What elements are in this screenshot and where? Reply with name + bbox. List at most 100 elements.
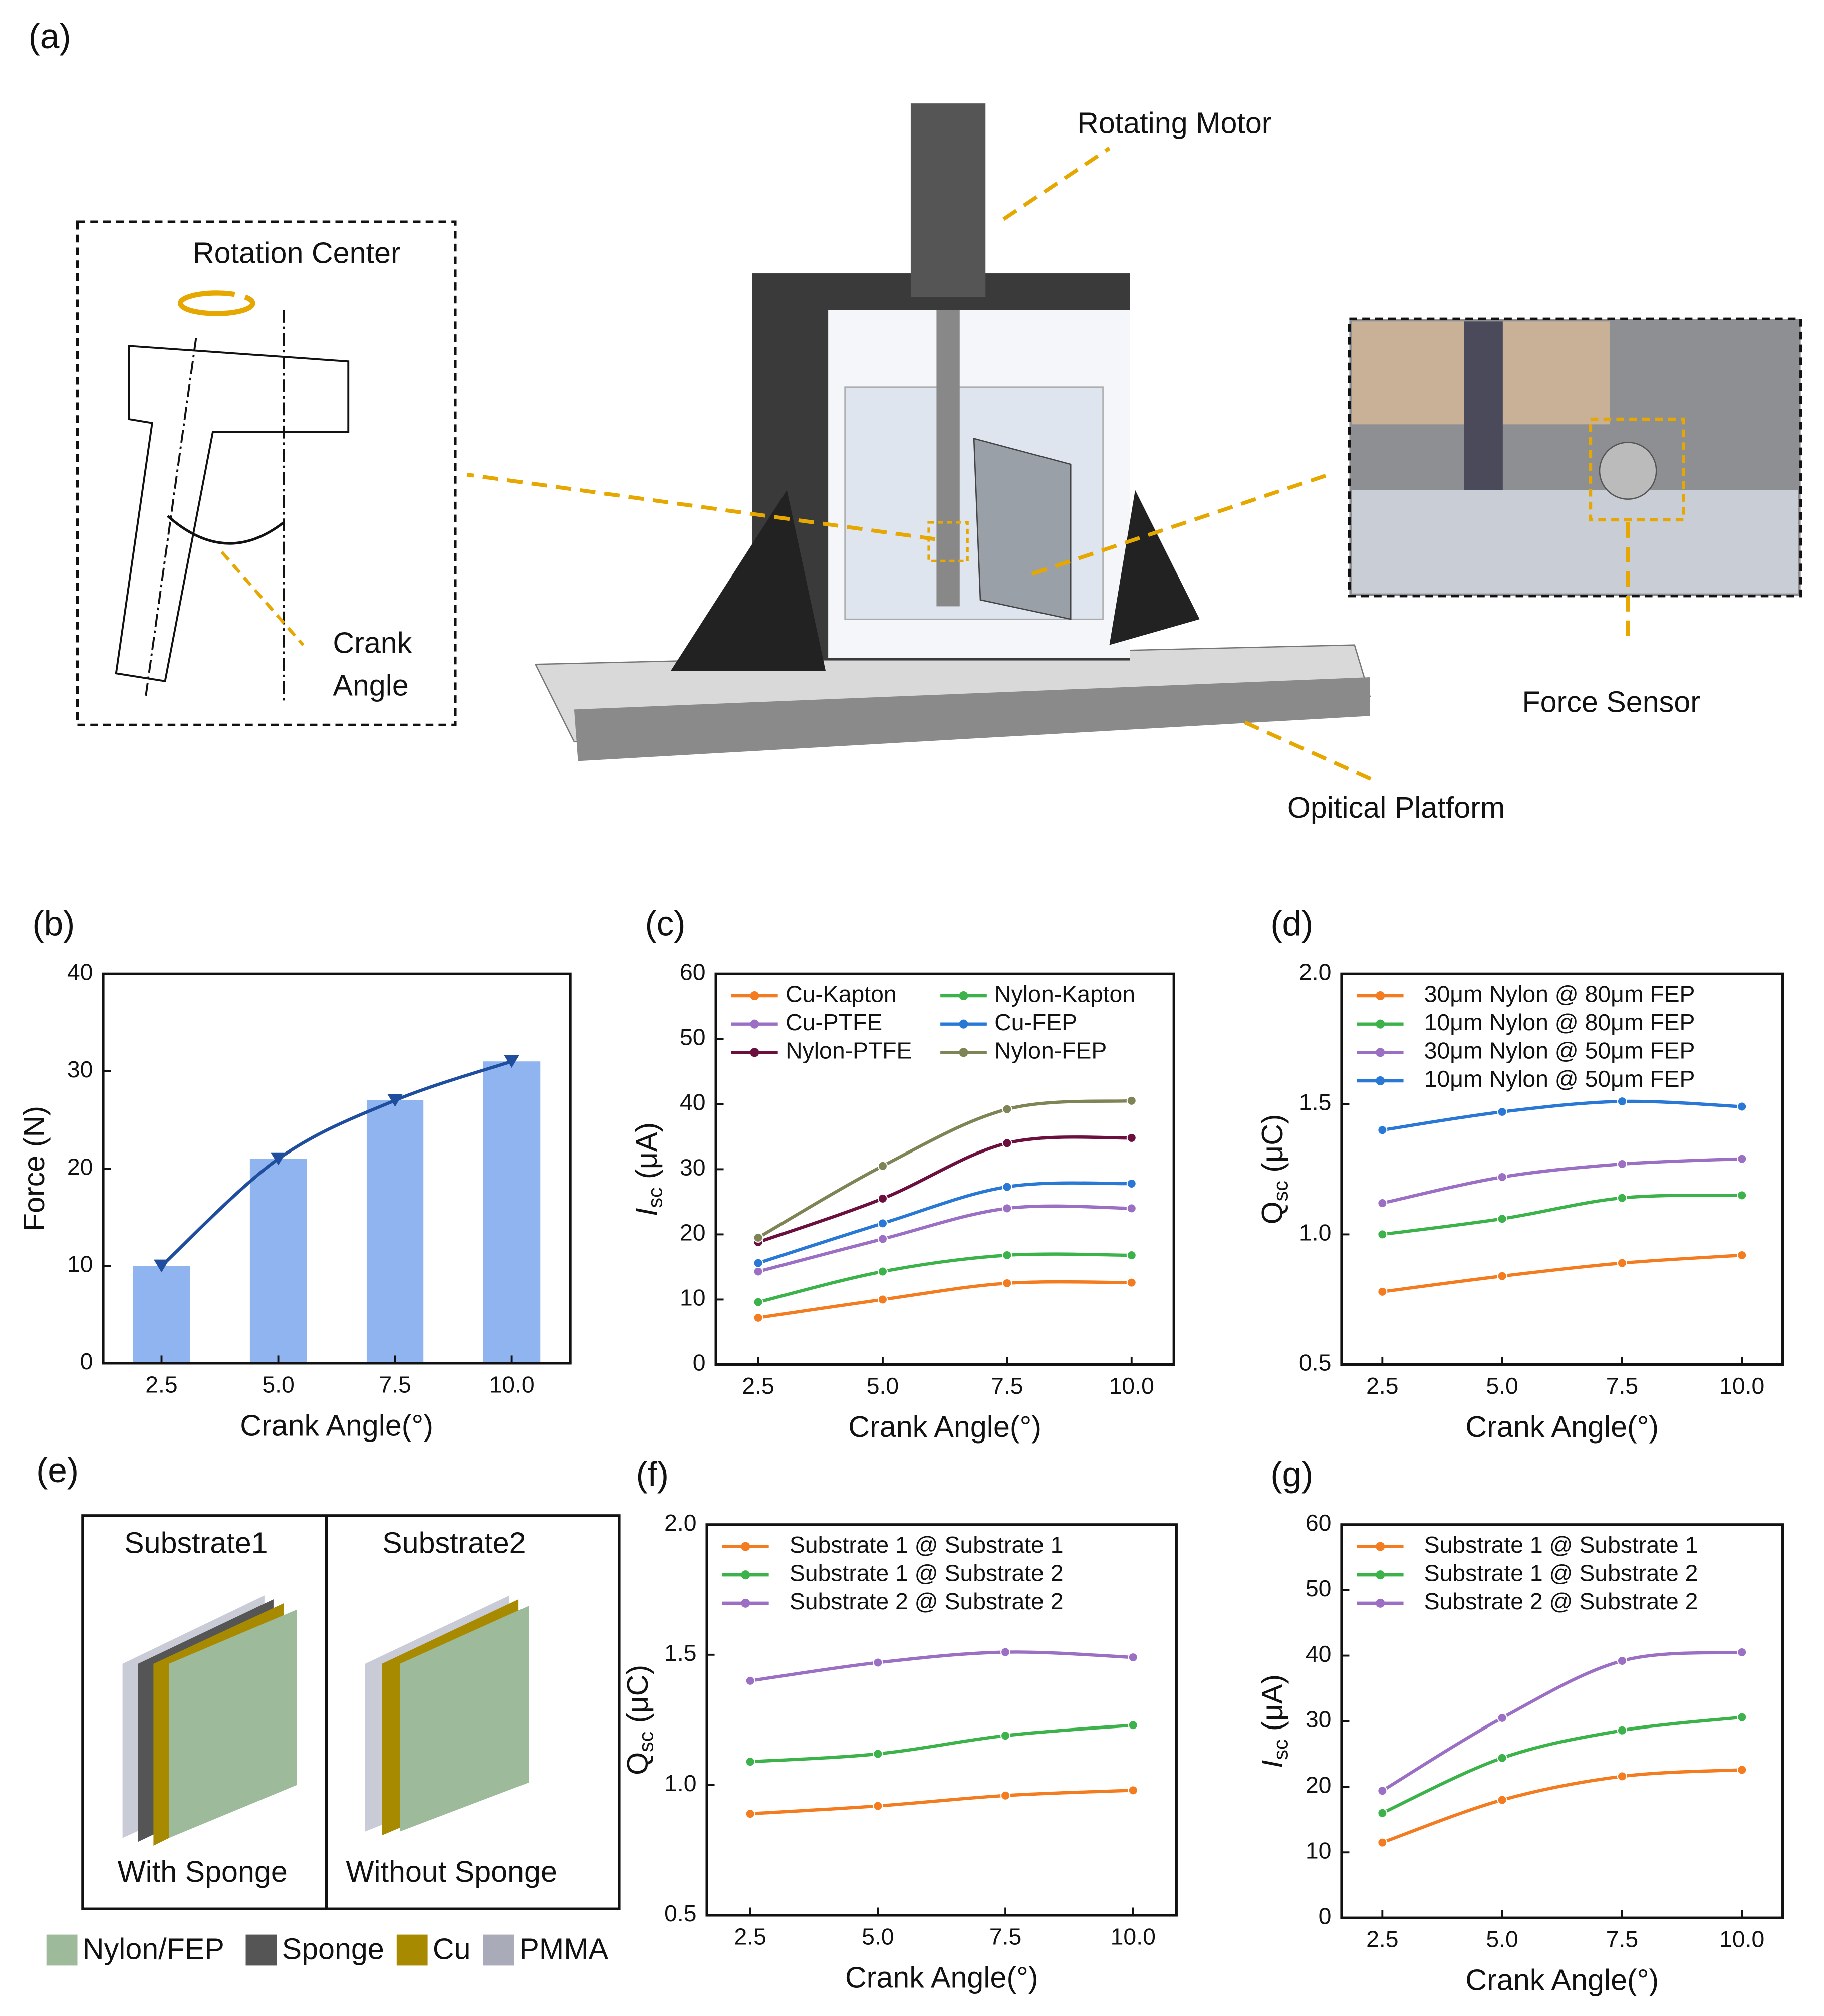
machine (534, 103, 1371, 761)
series-marker (1497, 1712, 1507, 1723)
label: With Sponge (118, 1855, 288, 1888)
trend-marker (271, 1152, 286, 1166)
y-tick-label: 10 (680, 1285, 706, 1311)
series-line (758, 1280, 1132, 1320)
series-marker (1497, 1214, 1507, 1224)
legend-label: 30μm Nylon @ 50μm FEP (1424, 1038, 1695, 1064)
series-line (1382, 1099, 1742, 1132)
bar (483, 1061, 541, 1363)
series-marker (1002, 1138, 1012, 1148)
axes-frame (705, 1523, 1178, 1917)
series-marker (1002, 1182, 1012, 1192)
series-marker (745, 1675, 755, 1686)
x-tick-label: 10.0 (1109, 1373, 1154, 1399)
x-tick-label: 5.0 (862, 1924, 894, 1950)
panel-label: (b) (32, 904, 75, 943)
angle-arc (167, 515, 285, 545)
x-tick-label: 2.5 (1366, 1373, 1398, 1399)
series-marker (1617, 1655, 1627, 1666)
bar (249, 1159, 307, 1363)
series-marker (745, 1757, 755, 1767)
x-tick-label: 2.5 (145, 1371, 177, 1397)
legend-marker (959, 1019, 968, 1029)
y-tick-label: 50 (1306, 1575, 1332, 1601)
y-tick-label: 20 (67, 1154, 93, 1180)
x-tick-label: 5.0 (1486, 1373, 1518, 1399)
x-tick-label: 2.5 (1366, 1926, 1398, 1952)
sensor-inset (1348, 317, 1802, 598)
crank-shape (115, 345, 350, 682)
y-tick-label: 0 (693, 1350, 706, 1376)
y-tick-label: 40 (67, 959, 93, 985)
trend-marker (387, 1094, 403, 1107)
series-marker (1737, 1154, 1747, 1164)
panel-label: (c) (645, 904, 685, 943)
legend-label: Substrate 1 @ Substrate 1 (790, 1532, 1064, 1558)
x-axis-label: Crank Angle(°) (848, 1410, 1041, 1444)
substrate-diagram: Substrate1 Substrate2 With Sponge Withou… (81, 1514, 621, 1910)
series-marker (1377, 1837, 1388, 1848)
motor (910, 103, 986, 297)
series-marker (1497, 1753, 1507, 1763)
series-line (757, 1252, 1132, 1304)
series-line (757, 1099, 1132, 1239)
y-tick-label: 10 (67, 1251, 93, 1277)
label: Rotation Center (193, 236, 401, 270)
nylon (169, 1609, 297, 1838)
panel-label: (f) (636, 1455, 669, 1494)
y-tick-label: 0.5 (664, 1900, 696, 1926)
series-marker (1377, 1198, 1388, 1209)
series-marker (1377, 1808, 1388, 1818)
y-axis-label-main: Q (1255, 1201, 1289, 1224)
y-tick-label: 2.0 (664, 1510, 696, 1536)
x-tick-label: 2.5 (742, 1373, 774, 1399)
trend-marker (154, 1259, 169, 1273)
series-marker (873, 1749, 883, 1759)
y-tick-label: 0 (80, 1348, 93, 1374)
y-tick-label: 40 (1306, 1641, 1332, 1667)
y-tick-label: 60 (680, 959, 706, 985)
x-axis-label: Crank Angle(°) (1465, 1410, 1659, 1444)
legend-swatch (396, 1934, 428, 1966)
crank-inset: Rotation Center Crank Angle (76, 220, 457, 726)
series-marker (1002, 1104, 1012, 1114)
legend-label: Substrate 2 @ Substrate 2 (790, 1588, 1064, 1614)
material-legend: Nylon/FEP Sponge Cu PMMA (46, 1932, 609, 1966)
series-marker (1737, 1190, 1747, 1201)
legend-marker (1376, 1048, 1385, 1057)
series-marker (753, 1266, 763, 1277)
label: Crank (333, 626, 412, 659)
shaft (936, 310, 960, 607)
x-axis-label: Crank Angle(°) (1465, 1963, 1659, 1997)
arrow (1031, 473, 1330, 576)
x-tick-label: 10.0 (489, 1371, 535, 1397)
series-marker (1128, 1720, 1138, 1731)
y-axis-label-main: I (630, 1208, 663, 1216)
legend-label: 10μm Nylon @ 80μm FEP (1424, 1009, 1695, 1035)
series-marker (877, 1218, 888, 1229)
series-line (757, 1181, 1132, 1265)
base (1352, 490, 1798, 594)
legend-marker (750, 1019, 759, 1029)
x-tick-label: 7.5 (379, 1371, 411, 1397)
legend-label: Nylon-Kapton (994, 981, 1135, 1007)
x-tick-label: 5.0 (1486, 1926, 1518, 1952)
series-marker (1000, 1790, 1011, 1801)
series-line (750, 1723, 1134, 1764)
legend-marker (1376, 1076, 1385, 1085)
y-tick-label: 1.5 (664, 1640, 696, 1666)
chart-panel: (c) 0 10 20 30 40 50 60 2.5 5.0 7.5 10.0 Cu-Kapton Ny… (630, 904, 1175, 1444)
x-tick-label: 7.5 (991, 1373, 1023, 1399)
series-marker (745, 1809, 755, 1819)
highlight (927, 521, 969, 562)
y-axis-label-main: Force (N) (17, 1106, 51, 1231)
bar (366, 1100, 424, 1363)
series-marker (873, 1657, 883, 1668)
legend-label: Sponge (282, 1932, 384, 1966)
inset-frame (76, 220, 457, 726)
y-axis-label-sub: sc (635, 1732, 658, 1752)
x-tick-label: 10.0 (1719, 1373, 1764, 1399)
series-marker (1617, 1193, 1627, 1203)
series-marker (877, 1266, 888, 1277)
